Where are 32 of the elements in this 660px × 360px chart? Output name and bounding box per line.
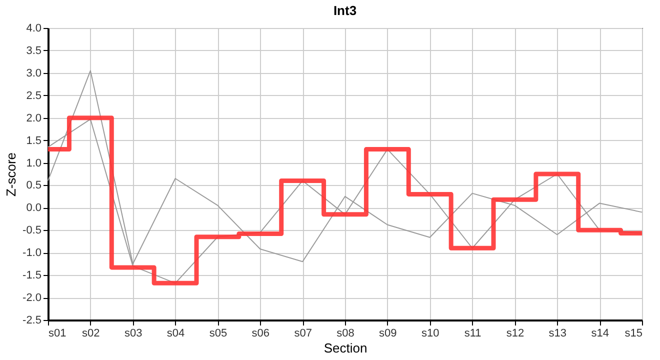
y-tick-label: -2.5 [22, 314, 42, 326]
y-tick-label: -0.5 [22, 224, 42, 237]
x-tick-label: s06 [252, 328, 270, 340]
x-tick-label: s12 [506, 328, 524, 340]
x-tick-label: s11 [464, 328, 482, 340]
y-tick-label: -1.0 [22, 247, 42, 260]
x-tick-label: s10 [421, 328, 440, 340]
x-tick-label: s01 [48, 328, 66, 340]
y-tick-label: 2.5 [26, 90, 42, 102]
y-tick-label: 3.5 [26, 44, 42, 57]
x-tick-label: s07 [294, 328, 312, 340]
y-tick-label: 0.5 [26, 180, 42, 192]
x-axis-title: Section [324, 340, 368, 356]
x-tick-label: s14 [591, 328, 609, 340]
x-tick-label: s05 [209, 328, 228, 340]
x-tick-label: s02 [82, 328, 100, 340]
x-tick-label: s08 [336, 328, 354, 340]
chart-title: Int3 [333, 3, 357, 18]
x-tick-label: s04 [166, 328, 185, 340]
x-tick-label: s03 [124, 328, 142, 340]
x-tick-label: s13 [548, 328, 567, 340]
x-tick-label: s15 [624, 328, 642, 340]
y-tick-label: -2.0 [22, 292, 42, 304]
y-axis-title: Z-score [4, 152, 19, 197]
x-tick-label: s09 [379, 328, 397, 340]
y-tick-label: 1.5 [26, 134, 42, 147]
y-tick-label: 3.0 [26, 67, 42, 80]
y-tick-label: 0.0 [26, 202, 42, 214]
y-tick-label: 1.0 [26, 157, 42, 170]
y-tick-label: -1.5 [22, 270, 42, 282]
y-tick-label: 2.0 [26, 112, 42, 124]
y-tick-label: 4.0 [26, 22, 42, 34]
